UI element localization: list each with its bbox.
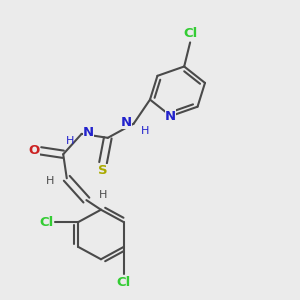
Text: H: H	[46, 176, 55, 186]
Text: N: N	[121, 116, 132, 129]
Text: Cl: Cl	[40, 216, 54, 229]
Text: Cl: Cl	[183, 27, 197, 40]
Text: N: N	[165, 110, 176, 122]
Text: H: H	[66, 136, 74, 146]
Text: H: H	[99, 190, 107, 200]
Text: Cl: Cl	[117, 276, 131, 289]
Text: H: H	[141, 126, 149, 136]
Text: O: O	[28, 143, 39, 157]
Text: N: N	[83, 126, 94, 139]
Text: S: S	[98, 164, 108, 177]
